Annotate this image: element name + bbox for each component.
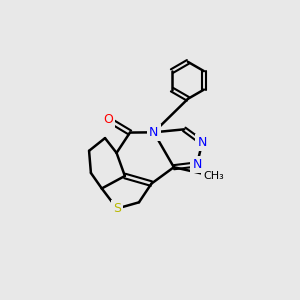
Text: N: N: [149, 126, 158, 139]
Text: N: N: [198, 136, 207, 149]
Text: CH₃: CH₃: [203, 171, 224, 181]
Text: S: S: [113, 202, 121, 215]
Text: N: N: [192, 158, 202, 171]
Text: O: O: [103, 113, 113, 126]
